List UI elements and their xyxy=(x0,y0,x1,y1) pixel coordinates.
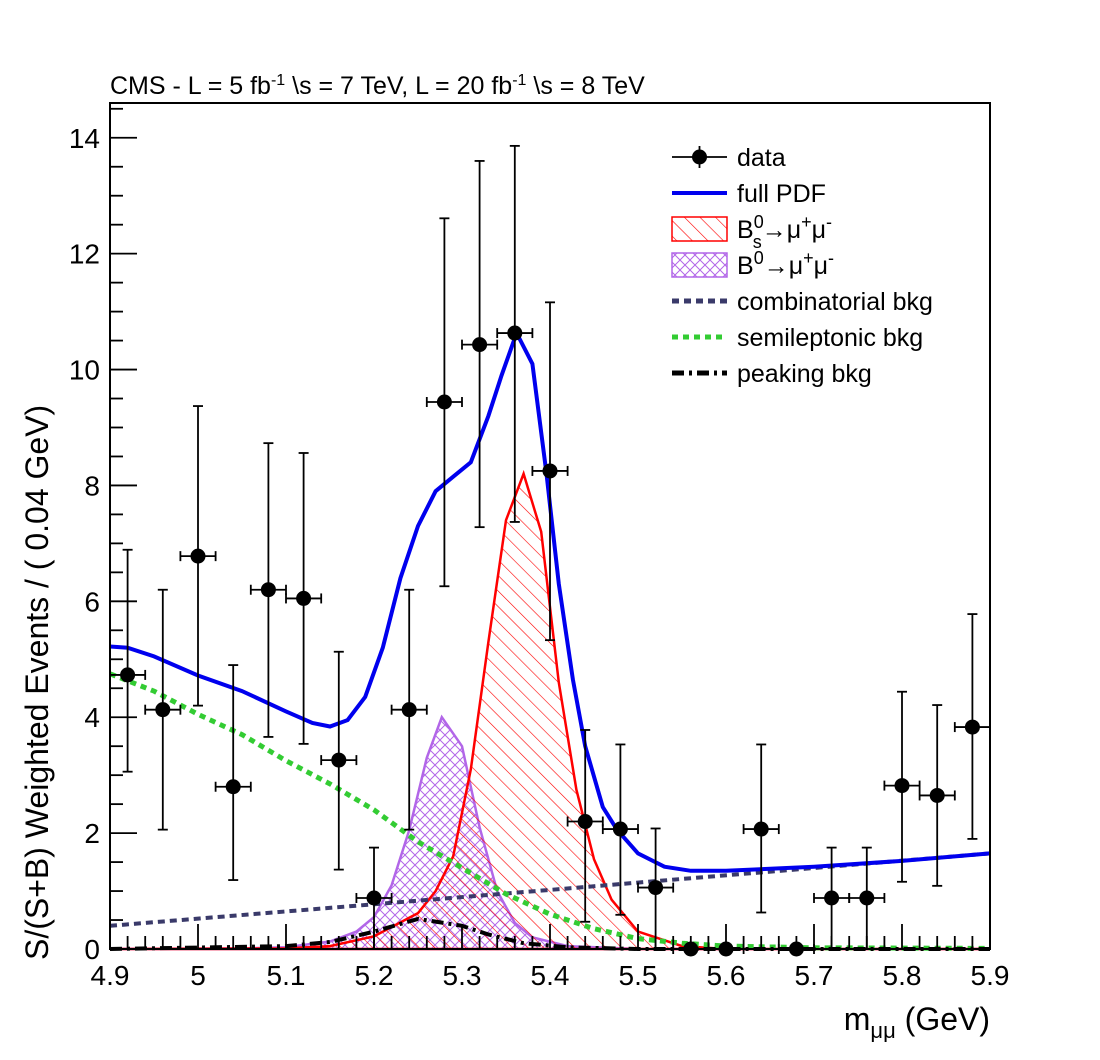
data-marker xyxy=(155,702,171,718)
y-tick-label: 6 xyxy=(84,586,100,617)
y-tick-label: 4 xyxy=(84,702,100,733)
y-tick-label: 2 xyxy=(84,818,100,849)
data-marker xyxy=(964,719,980,735)
data-point xyxy=(144,588,182,831)
x-tick-label: 5.8 xyxy=(883,960,922,991)
legend-item-semileptonic: semileptonic bkg xyxy=(672,324,923,352)
chart-title: CMS - L = 5 fb-1 \s = 7 TeV, L = 20 fb-1… xyxy=(110,72,645,100)
data-point xyxy=(320,650,358,871)
data-marker xyxy=(507,325,523,341)
data-marker xyxy=(824,890,840,906)
y-tick-label: 12 xyxy=(69,239,100,270)
data-point xyxy=(813,846,851,949)
x-tick-label: 5.7 xyxy=(795,960,834,991)
data-point xyxy=(249,442,287,738)
x-tick-label: 5.4 xyxy=(531,960,570,991)
legend-item-full-pdf: full PDF xyxy=(672,180,826,208)
bs-legend-swatch-icon xyxy=(671,216,728,242)
data-marker xyxy=(260,582,276,598)
data-point xyxy=(461,160,499,529)
data-marker xyxy=(296,590,312,606)
plot-area xyxy=(109,144,991,957)
y-tick-label: 14 xyxy=(69,123,100,154)
data-marker xyxy=(190,548,206,564)
data-marker xyxy=(436,394,452,410)
data-legend-icon xyxy=(692,149,707,165)
legend-item-peaking: peaking bkg xyxy=(672,360,872,388)
data-point xyxy=(390,588,428,831)
data-point xyxy=(637,827,675,949)
data-point xyxy=(531,301,569,642)
legend-label: combinatorial bkg xyxy=(737,288,933,316)
x-tick-label: 5.6 xyxy=(707,960,746,991)
semileptonic-bkg-line xyxy=(109,671,991,951)
data-marker xyxy=(472,337,488,353)
data-marker xyxy=(894,778,910,794)
x-tick-label: 5.3 xyxy=(443,960,482,991)
data-marker xyxy=(120,667,136,683)
data-marker xyxy=(331,752,347,768)
y-axis-label: S/(S+B) Weighted Events / ( 0.04 GeV) xyxy=(19,405,55,960)
data-marker xyxy=(753,821,769,837)
data-point xyxy=(179,405,217,707)
x-tick-label: 5.2 xyxy=(355,960,394,991)
data-point xyxy=(742,743,780,914)
data-marker xyxy=(929,787,945,803)
legend-item-bs: B0 s→μ+μ- xyxy=(671,212,832,252)
y-tick-label: 8 xyxy=(84,470,100,501)
data-point xyxy=(425,217,463,588)
data-point xyxy=(566,729,604,923)
legend-label: semileptonic bkg xyxy=(737,324,923,352)
x-tick-label: 5 xyxy=(190,960,206,991)
axes: 4.9 5 5.1 5.2 5.3 5.4 5.5 5.6 5.7 5.8 5.9 0 2 4 6 8 10 12… xyxy=(69,102,1010,991)
data-marker xyxy=(612,821,628,837)
data-point xyxy=(953,613,991,840)
legend-item-combinatorial: combinatorial bkg xyxy=(672,288,933,316)
legend: data full PDF B0 s→μ+μ-B0→μ+μ-combinatorial… xyxy=(671,144,933,388)
data-point xyxy=(601,743,639,916)
data-marker xyxy=(542,463,558,479)
y-tick-label: 10 xyxy=(69,355,100,386)
legend-label: B0→μ+μ- xyxy=(737,248,834,280)
legend-label: full PDF xyxy=(737,180,826,208)
x-tick-label: 4.9 xyxy=(91,960,130,991)
legend-label: peaking bkg xyxy=(737,360,872,388)
data-point xyxy=(285,452,323,745)
data-marker xyxy=(859,890,875,906)
data-point xyxy=(109,548,147,773)
x-tick-label: 5.9 xyxy=(971,960,1010,991)
data-point xyxy=(496,144,534,523)
data-point xyxy=(214,664,252,881)
data-marker xyxy=(577,814,593,830)
y-tick-label: 0 xyxy=(84,934,100,965)
legend-item-b0: B0→μ+μ- xyxy=(671,248,834,280)
data-point xyxy=(848,846,886,949)
x-tick-label: 5.5 xyxy=(619,960,658,991)
legend-label: B0 s→μ+μ- xyxy=(737,212,832,252)
x-axis-label: mμμ (GeV) xyxy=(844,1001,990,1043)
data-marker xyxy=(225,779,241,795)
legend-label: data xyxy=(737,144,786,172)
data-point xyxy=(918,704,956,887)
x-tick-label: 5.1 xyxy=(267,960,306,991)
data-point xyxy=(883,690,921,883)
data-marker xyxy=(366,890,382,906)
data-marker xyxy=(648,880,664,896)
data-marker xyxy=(401,702,417,718)
legend-item-data: data xyxy=(672,144,786,172)
b0-legend-swatch-icon xyxy=(671,252,728,278)
